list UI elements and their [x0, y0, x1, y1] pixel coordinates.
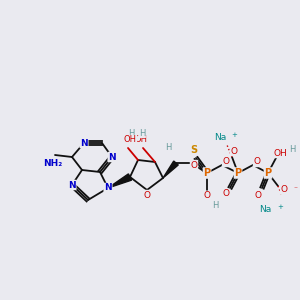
Text: Na: Na [259, 206, 271, 214]
Text: O: O [190, 160, 197, 169]
Text: P: P [264, 168, 272, 178]
Text: O: O [280, 184, 287, 194]
Text: N: N [104, 184, 112, 193]
Text: OH: OH [273, 148, 287, 158]
Text: P: P [203, 168, 211, 178]
Text: ⁻: ⁻ [293, 184, 297, 194]
Text: H: H [212, 200, 218, 209]
Text: O: O [254, 190, 262, 200]
Text: H: H [139, 128, 145, 137]
Text: S: S [190, 145, 198, 155]
Text: P: P [234, 168, 242, 178]
Text: Na: Na [214, 134, 226, 142]
Polygon shape [108, 174, 132, 188]
Text: H: H [128, 128, 134, 137]
Text: H: H [289, 146, 295, 154]
Text: N: N [68, 181, 76, 190]
Text: O: O [223, 158, 230, 166]
Text: OH: OH [124, 136, 136, 145]
Text: +: + [231, 132, 237, 138]
Text: OH: OH [134, 136, 148, 145]
Text: O: O [143, 190, 151, 200]
Text: NH₂: NH₂ [44, 158, 63, 167]
Text: O: O [203, 191, 211, 200]
Text: O: O [254, 158, 260, 166]
Text: N: N [108, 152, 116, 161]
Text: H: H [165, 143, 171, 152]
Polygon shape [163, 161, 178, 178]
Text: O: O [223, 190, 230, 199]
Text: O: O [230, 146, 238, 155]
Text: +: + [277, 204, 283, 210]
Text: N: N [80, 139, 88, 148]
